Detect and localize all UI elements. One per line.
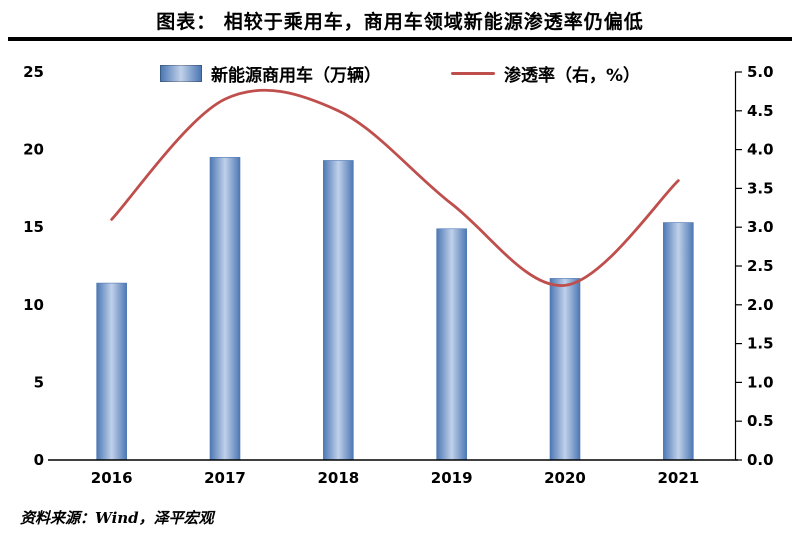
right-axis-label: 2.0	[747, 296, 774, 314]
right-axis-label: 4.5	[747, 102, 774, 120]
bar-series-swatch	[159, 65, 202, 82]
x-axis-label: 2017	[204, 469, 246, 487]
line-series-swatch	[450, 72, 495, 75]
bar-2017	[209, 157, 241, 461]
legend-line-label: 渗透率（右，%）	[503, 66, 641, 86]
combo-chart: 0.0 0.5 1.0 1.5 2.0 2.5 3.0 3.5 4.0 4.5 5.0 0 5 10 15 2…	[23, 63, 774, 487]
source-note: 资料来源：Wind，泽平宏观	[20, 509, 214, 527]
x-axis-label: 2018	[317, 469, 359, 487]
chart-title: 图表： 相较于乘用车，商用车领域新能源渗透率仍偏低	[156, 11, 644, 33]
right-axis-label: 0.0	[747, 451, 774, 469]
left-axis-label: 0	[34, 451, 44, 469]
x-axis-label: 2020	[544, 469, 586, 487]
bar-2019	[436, 228, 467, 461]
bar-2021	[663, 222, 694, 461]
left-axis-label: 10	[23, 296, 44, 314]
right-axis-label: 5.0	[747, 63, 774, 81]
left-axis-label: 20	[23, 141, 44, 159]
left-axis-label: 5	[34, 373, 44, 391]
x-axis-label: 2016	[91, 469, 133, 487]
right-axis-label: 3.5	[747, 179, 774, 197]
legend-item-line: 渗透率（右，%）	[450, 61, 641, 86]
right-axis-label: 0.5	[747, 412, 774, 430]
bar-2020	[549, 278, 581, 461]
x-axis-label: 2021	[657, 469, 699, 487]
title-divider	[8, 37, 792, 41]
right-axis-label: 4.0	[747, 141, 774, 159]
bar-2018	[323, 160, 354, 461]
legend-item-bars: 新能源商用车（万辆）	[159, 61, 381, 86]
right-axis-label: 3.0	[747, 218, 774, 236]
chart-legend: 新能源商用车（万辆） 渗透率（右，%）	[0, 61, 800, 86]
right-axis-label: 1.5	[747, 335, 774, 353]
left-axis-label: 25	[23, 63, 44, 81]
right-axis-label: 2.5	[747, 257, 774, 275]
right-axis-label: 1.0	[747, 373, 774, 391]
x-axis-label: 2019	[431, 469, 473, 487]
legend-bars-label: 新能源商用车（万辆）	[210, 66, 381, 86]
penetration-rate-line	[110, 88, 680, 287]
left-axis-label: 15	[23, 218, 44, 236]
bar-2016	[96, 282, 127, 461]
